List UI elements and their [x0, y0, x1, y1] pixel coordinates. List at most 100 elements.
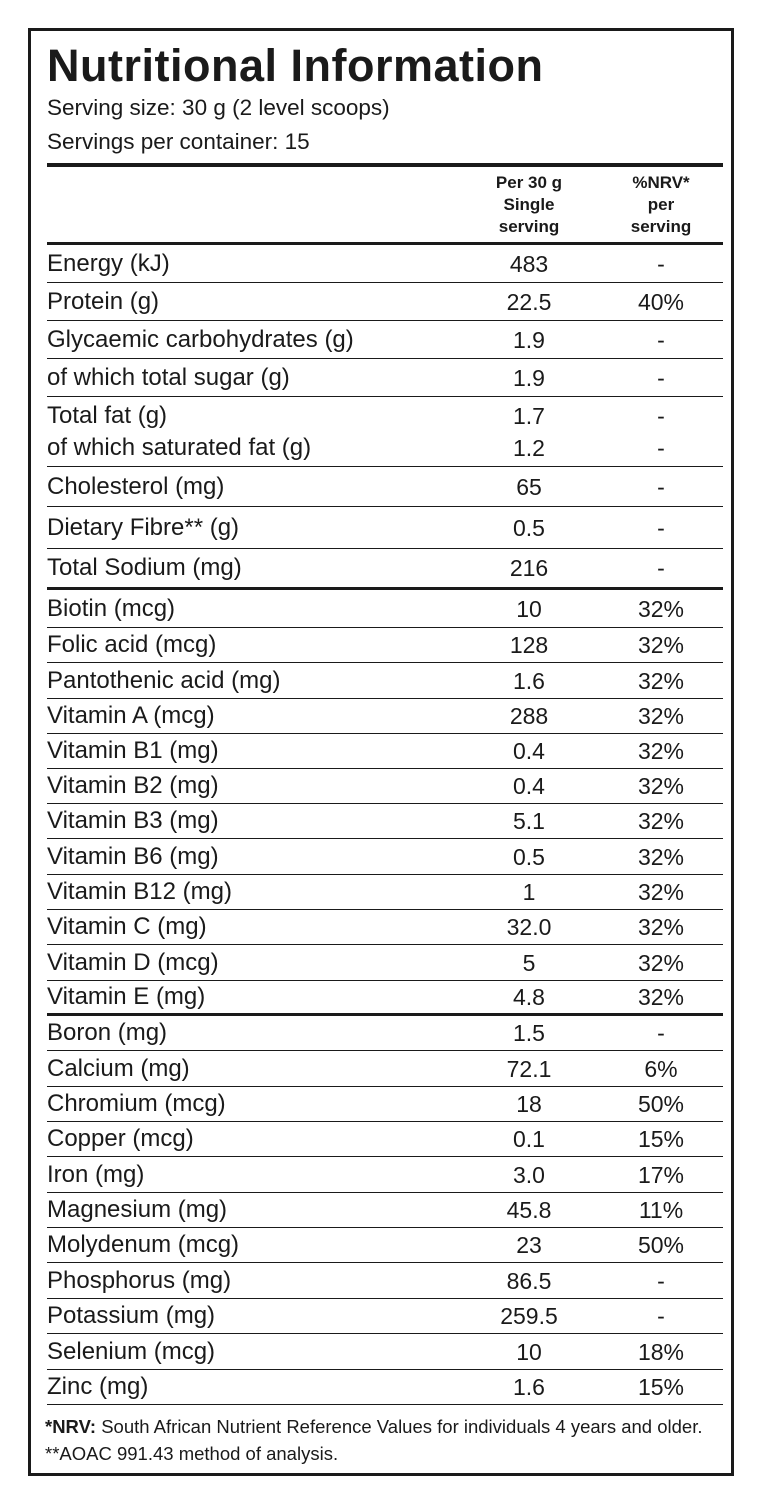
nutrient-name-cell: Vitamin E (mg)	[47, 981, 205, 1013]
nrv-value-cell: -	[599, 245, 723, 282]
per-serving-value: 0.4	[513, 738, 545, 764]
nrv-value: -	[657, 364, 665, 391]
nutrient-name-cell: of which total sugar (g)	[47, 359, 290, 396]
nutrient-name-cell: Calcium (mg)	[47, 1051, 190, 1086]
per-serving-value: 3.0	[513, 1161, 545, 1188]
footnote: *NRV: South African Nutrient Reference V…	[45, 1413, 715, 1467]
per-serving-value-cell: 32.0	[459, 910, 599, 944]
nutrient-name: Biotin (mcg)	[47, 594, 176, 622]
per-serving-value: 259.5	[500, 1303, 558, 1329]
nutrient-name-cell: Vitamin B6 (mg)	[47, 839, 219, 874]
per-serving-value-cell: 0.5	[459, 507, 599, 548]
nrv-value-cell: 32%	[599, 590, 723, 627]
table-row: Vitamin D (mcg) 5 32%	[47, 945, 723, 981]
nutrient-name: Molydenum (mcg)	[47, 1231, 240, 1258]
per-serving-value-cell: 4.8	[459, 981, 599, 1013]
nrv-value-cell: 50%	[599, 1228, 723, 1262]
per-serving-value-cell: 1.9	[459, 359, 599, 396]
per-serving-value-cell: 1.6	[459, 1370, 599, 1404]
nutrient-name-cell: Vitamin B3 (mg)	[47, 804, 219, 838]
table-row: Vitamin B12 (mg) 1 32%	[47, 875, 723, 910]
table-row: Biotin (mcg) 10 32%	[47, 590, 723, 628]
footnote-text: South African Nutrient Reference Values …	[45, 1416, 703, 1464]
nrv-value: -	[657, 434, 665, 461]
nrv-value-cell: 32%	[599, 804, 723, 838]
nutrient-name: Vitamin B1 (mg)	[47, 737, 219, 764]
nutrient-name-cell: Cholesterol (mg)	[47, 467, 224, 506]
per-serving-value-cell: 288	[459, 699, 599, 733]
nrv-value: 17%	[637, 1161, 685, 1188]
per-serving-value: 4.8	[513, 984, 545, 1010]
nutrient-name: of which total sugar (g)	[47, 363, 290, 391]
per-serving-value: 10	[516, 1338, 542, 1365]
per-serving-value-cell: 216	[459, 549, 599, 587]
nrv-value-cell: 18%	[599, 1334, 723, 1369]
per-serving-value-cell: 18	[459, 1087, 599, 1121]
nutrient-name-cell: Phosphorus (mg)	[47, 1263, 231, 1298]
per-serving-value: 0.4	[513, 773, 545, 799]
serving-size: Serving size: 30 g (2 level scoops)	[47, 95, 390, 120]
per-serving-value-cell: 483	[459, 245, 599, 282]
nrv-value-cell: 50%	[599, 1087, 723, 1121]
nutrient-name: Vitamin B12 (mg)	[47, 878, 232, 905]
nutrient-name: Zinc (mg)	[47, 1373, 149, 1400]
servings-per-container: Servings per container: 15	[47, 129, 310, 154]
nutrient-name: Vitamin C (mg)	[47, 913, 207, 940]
nrv-value-cell: --	[599, 397, 723, 466]
nrv-value: 32%	[637, 879, 685, 905]
per-serving-value: 10	[516, 595, 542, 622]
per-serving-value: 32.0	[506, 914, 552, 940]
nrv-value: 32%	[637, 808, 685, 834]
nutrient-name: Dietary Fibre** (g)	[47, 513, 240, 541]
table-row: Copper (mcg) 0.1 15%	[47, 1122, 723, 1157]
per-serving-value-cell: 86.5	[459, 1263, 599, 1298]
nrv-header-line: %NRV*	[632, 172, 690, 192]
per-serving-value-cell: 22.5	[459, 283, 599, 320]
nutrient-name-cell: Iron (mg)	[47, 1157, 144, 1192]
nutrient-name-cell: Copper (mcg)	[47, 1122, 194, 1156]
nutrient-name-cell: Protein (g)	[47, 283, 159, 320]
nrv-value: -	[657, 1020, 665, 1046]
nutrient-name: Glycaemic carbohydrates (g)	[47, 325, 354, 353]
table-row: Total fat (g) of which saturated fat (g) 1…	[47, 397, 723, 467]
per-serving-value: 72.1	[506, 1055, 552, 1082]
nrv-value-cell: -	[599, 321, 723, 358]
table-row: Iron (mg) 3.0 17%	[47, 1157, 723, 1193]
per-serving-value: 1.9	[513, 364, 545, 391]
table-body: Energy (kJ) 483 - Protein (g) 22.5 40% Glycaem…	[47, 245, 723, 1405]
nutrient-name-cell: Glycaemic carbohydrates (g)	[47, 321, 354, 358]
nutrient-name: Phosphorus (mg)	[47, 1266, 232, 1294]
per-serving-value-cell: 23	[459, 1228, 599, 1262]
nrv-value-cell: -	[599, 1299, 723, 1333]
per-serving-value-cell: 1.5	[459, 1016, 599, 1050]
per-serving-value: 1.9	[513, 326, 545, 353]
per-serving-header-line: Per 30 g	[495, 172, 563, 192]
table-row: Potassium (mg) 259.5 -	[47, 1299, 723, 1334]
per-serving-value-cell: 3.0	[459, 1157, 599, 1192]
nutrient-name-cell: Boron (mg)	[47, 1016, 167, 1050]
nutrient-name-cell: Biotin (mcg)	[47, 590, 175, 627]
nutrient-name: Copper (mcg)	[47, 1125, 194, 1152]
nrv-value-cell: 17%	[599, 1157, 723, 1192]
per-serving-header: Per 30 g Single serving	[459, 167, 599, 242]
table-row: Chromium (mcg) 18 50%	[47, 1087, 723, 1122]
per-serving-value: 1	[522, 879, 536, 905]
per-serving-value: 1.5	[513, 1020, 545, 1046]
per-serving-value: 0.5	[513, 843, 545, 870]
nutrient-name: Pantothenic acid (mg)	[47, 666, 281, 694]
per-serving-value-cell: 0.5	[459, 839, 599, 874]
table-row: Phosphorus (mg) 86.5 -	[47, 1263, 723, 1299]
nrv-value: -	[657, 250, 665, 277]
per-serving-value: 22.5	[506, 288, 552, 315]
nrv-value: 6%	[644, 1055, 678, 1082]
nutrient-name: Iron (mg)	[47, 1160, 145, 1188]
nutrient-name-cell: Total fat (g) of which saturated fat (g)	[47, 397, 311, 466]
table-row: Selenium (mcg) 10 18%	[47, 1334, 723, 1370]
nrv-value: 32%	[637, 632, 685, 658]
per-serving-value-cell: 65	[459, 467, 599, 506]
per-serving-value-cell: 0.4	[459, 734, 599, 768]
per-serving-value-cell: 10	[459, 590, 599, 627]
per-serving-value-cell: 5.1	[459, 804, 599, 838]
nrv-value-cell: 32%	[599, 910, 723, 944]
nutrient-name-cell: Energy (kJ)	[47, 245, 170, 282]
